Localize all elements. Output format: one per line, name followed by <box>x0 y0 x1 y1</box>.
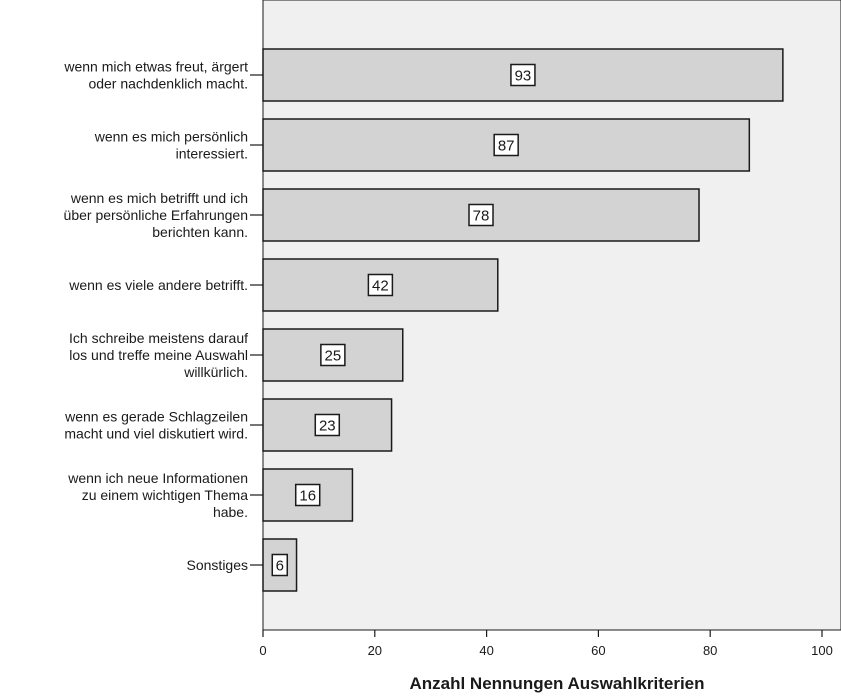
category-label: wenn es gerade Schlagzeilen macht und vie… <box>64 409 248 442</box>
data-label-box <box>367 273 394 297</box>
x-tick-label: 100 <box>811 643 833 658</box>
x-axis-title: Anzahl Nennungen Auswahlkriterien <box>409 674 704 693</box>
data-label: 93 <box>515 68 532 85</box>
data-label: 6 <box>276 558 284 575</box>
category-label: wenn es mich persönlich interessiert. <box>94 129 248 162</box>
data-label: 78 <box>473 208 490 225</box>
data-label-box <box>468 203 494 227</box>
category-label: wenn es mich betrifft und ich über persön… <box>64 190 248 240</box>
x-tick-label: 60 <box>591 643 605 658</box>
data-label: 42 <box>372 278 389 295</box>
category-label: Sonstiges <box>187 557 248 573</box>
category-label: wenn ich neue Informationen zu einem wich… <box>67 470 248 520</box>
category-labels-group: wenn mich etwas freut, ärgert oder nachde… <box>63 59 263 573</box>
data-label-box <box>510 63 536 87</box>
data-label: 16 <box>299 488 316 505</box>
data-label-box <box>294 483 321 507</box>
x-tick-label: 0 <box>259 643 266 658</box>
category-label: wenn es viele andere betrifft. <box>68 277 248 293</box>
data-label: 87 <box>498 138 515 155</box>
data-label: 23 <box>319 418 336 435</box>
data-label-box <box>314 413 341 437</box>
x-tick-label: 40 <box>479 643 493 658</box>
data-label-box <box>271 553 289 577</box>
data-label: 25 <box>325 348 342 365</box>
data-label-box <box>493 133 519 157</box>
bars-group: 93 87 78 42 25 23 16 6 <box>262 48 784 592</box>
plot-area <box>262 0 841 631</box>
category-label: wenn mich etwas freut, ärgert oder nachde… <box>63 59 248 92</box>
x-tick-label: 20 <box>368 643 382 658</box>
category-label: Ich schreibe meistens darauf los und tref… <box>69 330 248 380</box>
x-tick-label: 80 <box>703 643 717 658</box>
x-axis: 0 20 40 60 80 100 <box>259 630 833 658</box>
data-label-box <box>320 343 346 367</box>
